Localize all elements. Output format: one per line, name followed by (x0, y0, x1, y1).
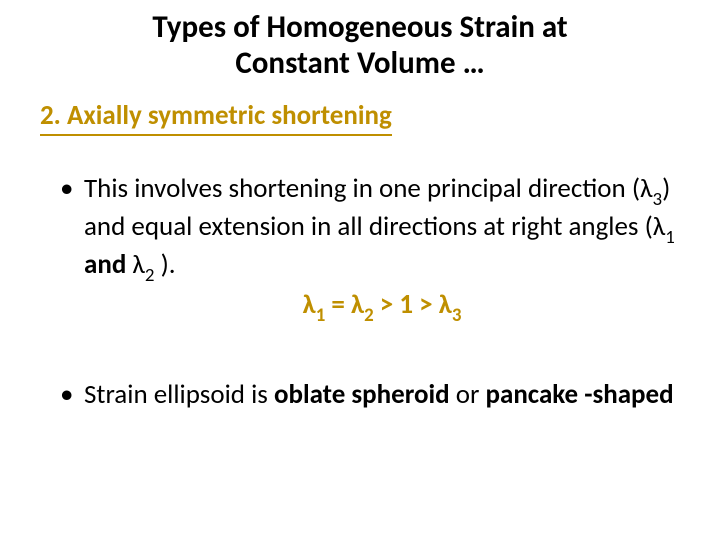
equation-line: λ1 = λ2 > 1 > λ3 (84, 288, 680, 326)
bullet-item-2: Strain ellipsoid is oblate spheroid or p… (60, 378, 680, 412)
lambda-2-symbol: λ (132, 248, 145, 281)
title-line-2: Constant Volume … (235, 44, 484, 82)
lambda-3-sub: 3 (653, 188, 663, 211)
b2-bold-oblate: oblate spheroid (274, 378, 450, 411)
eq-s1: 1 (316, 304, 326, 327)
eq-equals: = (325, 288, 351, 321)
b2-text-or: or (450, 378, 486, 411)
bullet-item-1: This involves shortening in one principa… (60, 172, 680, 326)
title-line-1: Types of Homogeneous Strain at (152, 8, 567, 46)
b2-text-a: Strain ellipsoid is (84, 378, 274, 411)
lambda-1-symbol: λ (653, 210, 666, 243)
eq-s2: 2 (364, 304, 374, 327)
slide: Types of Homogeneous Strain at Constant … (0, 0, 720, 540)
b1-text-c: ). (155, 248, 176, 281)
section-subheading: 2. Axially symmetric shortening (40, 99, 392, 136)
eq-l1: λ (303, 288, 316, 321)
eq-gt: > 1 > (374, 288, 439, 321)
b2-bold-pancake: pancake -shaped (486, 378, 674, 411)
and-bold: and (84, 248, 132, 281)
lambda-1-sub: 1 (665, 226, 675, 249)
subheading-wrap: 2. Axially symmetric shortening (40, 99, 680, 172)
slide-title: Types of Homogeneous Strain at Constant … (40, 10, 680, 81)
lambda-2-sub: 2 (145, 264, 155, 287)
eq-l3: λ (439, 288, 452, 321)
lambda-3-symbol: λ (640, 172, 653, 205)
b1-text-a: This involves shortening in one principa… (84, 172, 640, 205)
eq-s3: 3 (452, 304, 462, 327)
bullet-list: This involves shortening in one principa… (40, 172, 680, 412)
eq-l2: λ (351, 288, 364, 321)
